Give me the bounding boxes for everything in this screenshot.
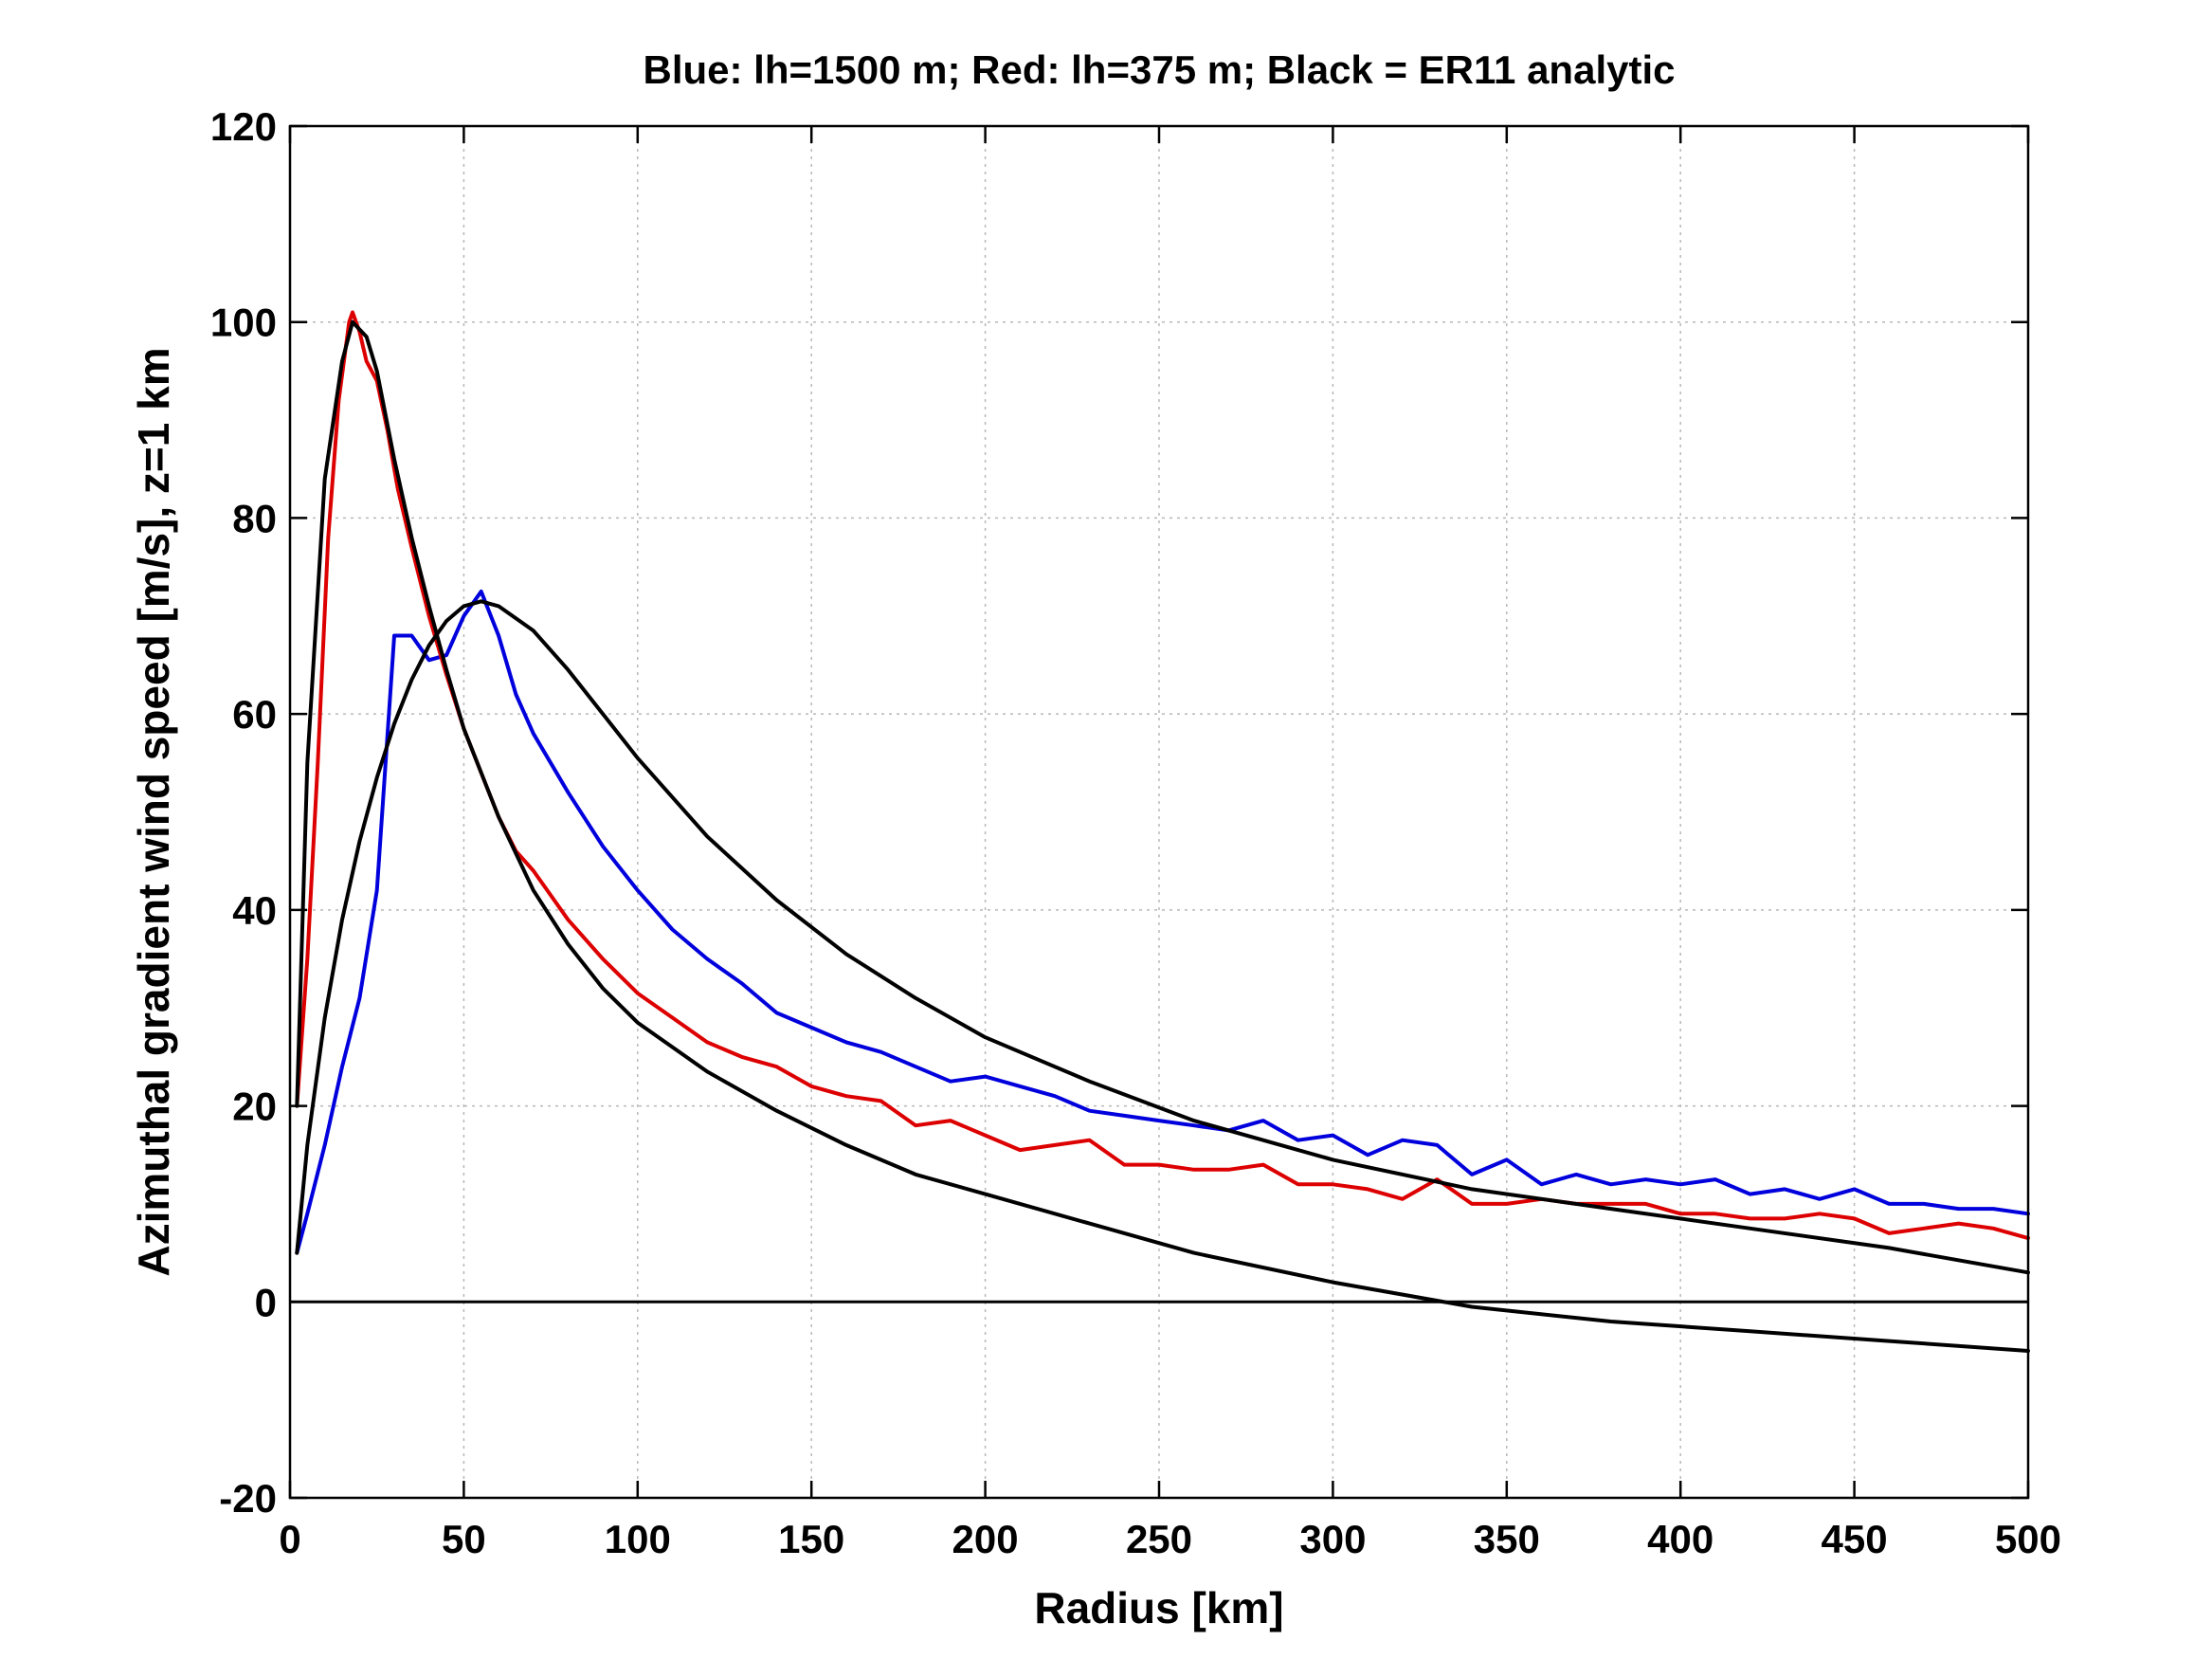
ticks [288, 124, 2030, 1500]
x-tick-label: 50 [442, 1517, 486, 1561]
x-tick-label: 450 [1822, 1517, 1888, 1561]
series-group [295, 310, 2030, 1353]
series-line-1 [295, 589, 2030, 1255]
x-tick-label: 350 [1474, 1517, 1540, 1561]
y-tick-label: 60 [232, 692, 277, 737]
x-tick-label: 100 [605, 1517, 671, 1561]
y-tick-label: 100 [210, 301, 277, 345]
tick-labels: 0 50 100 150 200 250 300 350 400 450 500-200204060… [210, 104, 2061, 1561]
x-tick-label: 250 [1126, 1517, 1192, 1561]
x-axis-label: Radius [km] [1034, 1583, 1283, 1632]
x-tick-label: 150 [778, 1517, 844, 1561]
x-tick-label: 300 [1299, 1517, 1366, 1561]
y-axis-label: Azimuthal gradient wind speed [m/s], z=1… [129, 347, 178, 1276]
chart-title: Blue: lh=1500 m; Red: lh=375 m; Black = … [644, 47, 1676, 92]
series-line-3 [295, 319, 2030, 1353]
y-tick-label: 120 [210, 104, 277, 149]
x-tick-label: 500 [1995, 1517, 2061, 1561]
x-tick-label: 200 [952, 1517, 1019, 1561]
y-tick-label: 20 [232, 1085, 277, 1129]
y-tick-label: 40 [232, 888, 277, 933]
x-tick-label: 0 [279, 1517, 300, 1561]
y-tick-label: 0 [255, 1280, 277, 1324]
y-tick-label: -20 [219, 1476, 277, 1521]
x-tick-label: 400 [1647, 1517, 1713, 1561]
series-line-4 [295, 599, 2030, 1275]
y-tick-label: 80 [232, 496, 277, 540]
